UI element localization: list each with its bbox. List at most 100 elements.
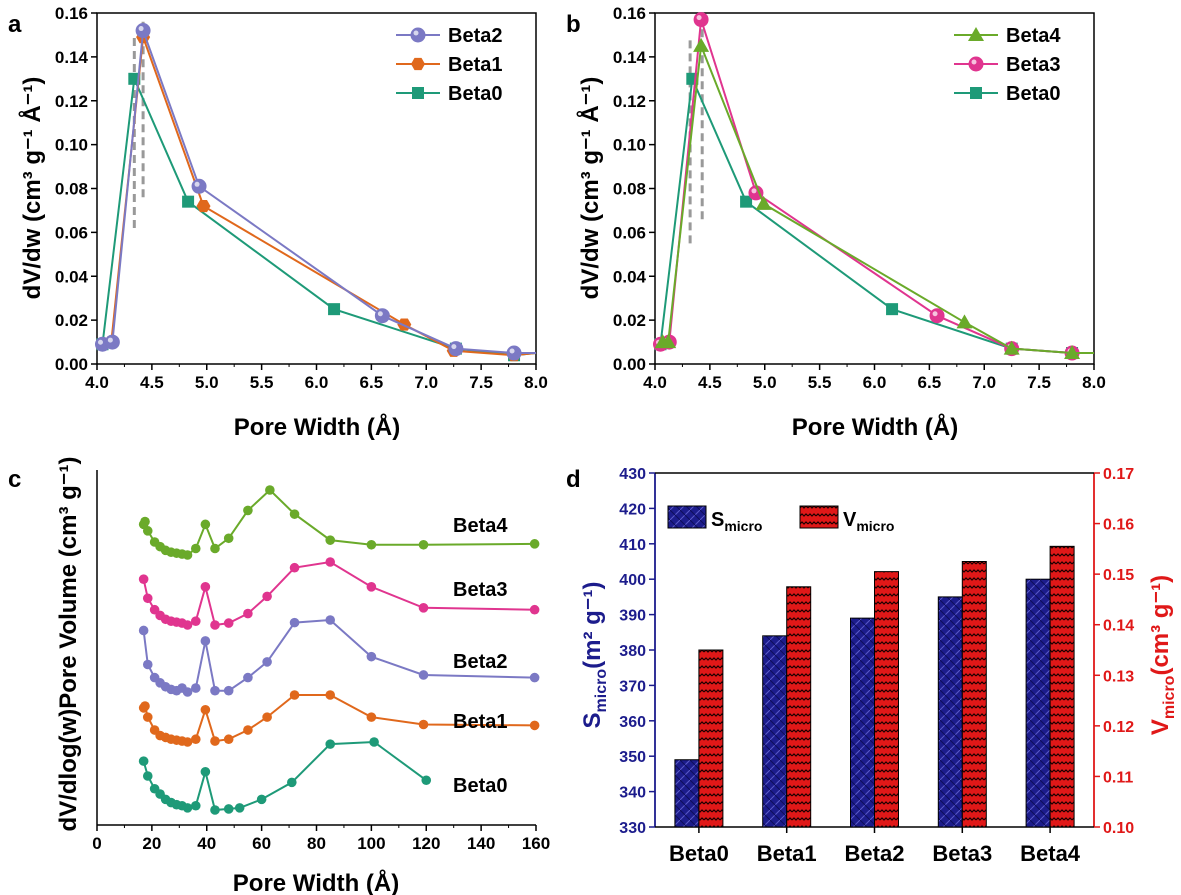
- x-tick-label: 6.5: [360, 373, 384, 392]
- y-tick-label: 0.08: [55, 180, 88, 199]
- data-point-beta2: [374, 308, 390, 324]
- y-tick-label: 0.14: [613, 48, 647, 67]
- data-point-beta3: [200, 582, 211, 592]
- data-point-beta4: [190, 543, 201, 554]
- data-point-beta2: [135, 23, 151, 39]
- data-point-beta4: [366, 539, 377, 550]
- data-point-beta1: [529, 720, 540, 731]
- chart-d: 330 340 350 360 370 380 390 400 410 420 430 0.10 0.1…: [619, 466, 1134, 866]
- data-point-beta0: [182, 803, 193, 813]
- y-tick-label-right: 0.12: [1103, 719, 1134, 736]
- data-point-beta3: [929, 308, 945, 324]
- data-point-beta3: [325, 557, 336, 567]
- data-point-beta2-highlight: [107, 337, 113, 343]
- data-point-beta2-highlight: [451, 344, 457, 350]
- data-point-beta2: [262, 657, 272, 667]
- x-tick-label: 7.0: [414, 373, 438, 392]
- x-tick-label: 4.0: [85, 373, 109, 392]
- legend-label-beta0: Beta0: [448, 83, 502, 105]
- data-point-beta0: [256, 794, 267, 805]
- data-point-beta1: [289, 690, 300, 700]
- x-tick-label: 80: [307, 834, 326, 853]
- axis-label-b-x: Pore Width (Å): [792, 413, 958, 441]
- data-point-beta2-highlight: [138, 26, 144, 32]
- data-point-beta0: [200, 766, 211, 777]
- data-point-beta3-highlight: [696, 15, 702, 21]
- data-point-beta4: [289, 509, 300, 519]
- legend-marker-beta4: [968, 27, 984, 41]
- axis-label-a-y: dV/dw (cm³ g⁻¹ Å⁻¹): [18, 77, 46, 300]
- data-point-beta2-highlight: [509, 348, 515, 354]
- legend-swatch-v-micro: [799, 505, 839, 529]
- axis-label-d-y-left: Smicro(m² g⁻¹): [579, 582, 610, 729]
- y-tick-label-left: 420: [619, 501, 646, 518]
- data-point-beta2: [182, 687, 193, 697]
- series-line-beta4: [662, 45, 1094, 354]
- x-tick-label: 140: [467, 834, 495, 853]
- legend-marker-beta3: [968, 56, 984, 72]
- data-point-beta1: [210, 736, 220, 746]
- y-tick-label: 0.02: [55, 311, 88, 330]
- y-tick-label-left: 350: [619, 749, 646, 766]
- data-point-beta2: [418, 670, 429, 680]
- x-tick-label: Beta0: [669, 841, 729, 866]
- panel-label-c: c: [8, 466, 21, 493]
- y-tick-label: 0.10: [613, 136, 646, 155]
- data-point-beta0: [886, 303, 899, 316]
- data-point-beta2: [506, 345, 522, 361]
- y-tick-label-left: 430: [619, 466, 646, 483]
- svg-text:Smicro(m² g⁻¹): Smicro(m² g⁻¹): [579, 582, 610, 729]
- data-point-beta1: [196, 200, 211, 213]
- data-point-beta3: [142, 593, 153, 604]
- data-point-beta4: [418, 539, 429, 550]
- data-point-beta2: [366, 651, 377, 662]
- x-tick-label: 60: [252, 834, 271, 853]
- data-point-beta2: [138, 625, 149, 636]
- y-tick-label: 0.14: [55, 48, 89, 67]
- data-point-beta2-highlight: [377, 311, 383, 317]
- x-tick-label: 5.5: [250, 373, 274, 392]
- axis-label-c-y: dV/dlog(w)Pore Volume (cm³ g⁻¹): [55, 457, 82, 832]
- y-tick-label-right: 0.11: [1103, 769, 1133, 786]
- y-tick-label-left: 390: [619, 608, 646, 625]
- legend-label-beta3: Beta3: [1006, 54, 1060, 76]
- data-point-beta1: [262, 712, 272, 722]
- y-tick-label-left: 370: [619, 678, 646, 695]
- y-tick-label: 0.04: [55, 267, 89, 286]
- bar-v-micro-beta4: [1049, 545, 1075, 828]
- data-point-beta4: [956, 314, 973, 329]
- data-point-beta1: [418, 719, 429, 730]
- series-line-beta0: [101, 75, 537, 357]
- legend-marker-beta1: [411, 57, 425, 71]
- data-point-beta4: [1003, 340, 1020, 355]
- data-point-beta2: [210, 685, 220, 696]
- data-point-beta1: [325, 690, 336, 700]
- x-tick-label: 5.5: [808, 373, 832, 392]
- y-tick-label: 0.06: [613, 223, 646, 242]
- axis-label-c-x: Pore Width (Å): [233, 869, 399, 895]
- data-point-beta0: [138, 756, 149, 766]
- y-tick-label-right: 0.17: [1103, 466, 1134, 483]
- data-point-beta2: [223, 685, 234, 696]
- x-tick-label: 100: [357, 834, 385, 853]
- x-tick-label: 20: [142, 834, 161, 853]
- data-point-beta1: [142, 712, 153, 722]
- y-tick-label: 0.06: [55, 223, 88, 242]
- data-point-beta3: [182, 620, 193, 630]
- x-tick-label: 5.0: [753, 373, 777, 392]
- data-point-beta2: [190, 683, 201, 693]
- bar-v-micro-beta2: [874, 571, 899, 828]
- data-point-beta2: [191, 178, 207, 194]
- x-tick-label: 0: [92, 834, 101, 853]
- series-line-beta0: [142, 740, 427, 812]
- y-tick-label: 0.16: [613, 4, 646, 23]
- x-tick-label: Beta2: [845, 841, 905, 866]
- bar-v-micro-beta3: [961, 561, 987, 828]
- data-point-beta1: [200, 704, 211, 715]
- x-tick-label: 4.5: [140, 373, 164, 392]
- data-point-beta3-highlight: [932, 311, 938, 317]
- data-point-beta3: [210, 620, 220, 630]
- x-tick-label: 8.0: [1082, 373, 1106, 392]
- legend-label-beta0: Beta0: [1006, 83, 1060, 105]
